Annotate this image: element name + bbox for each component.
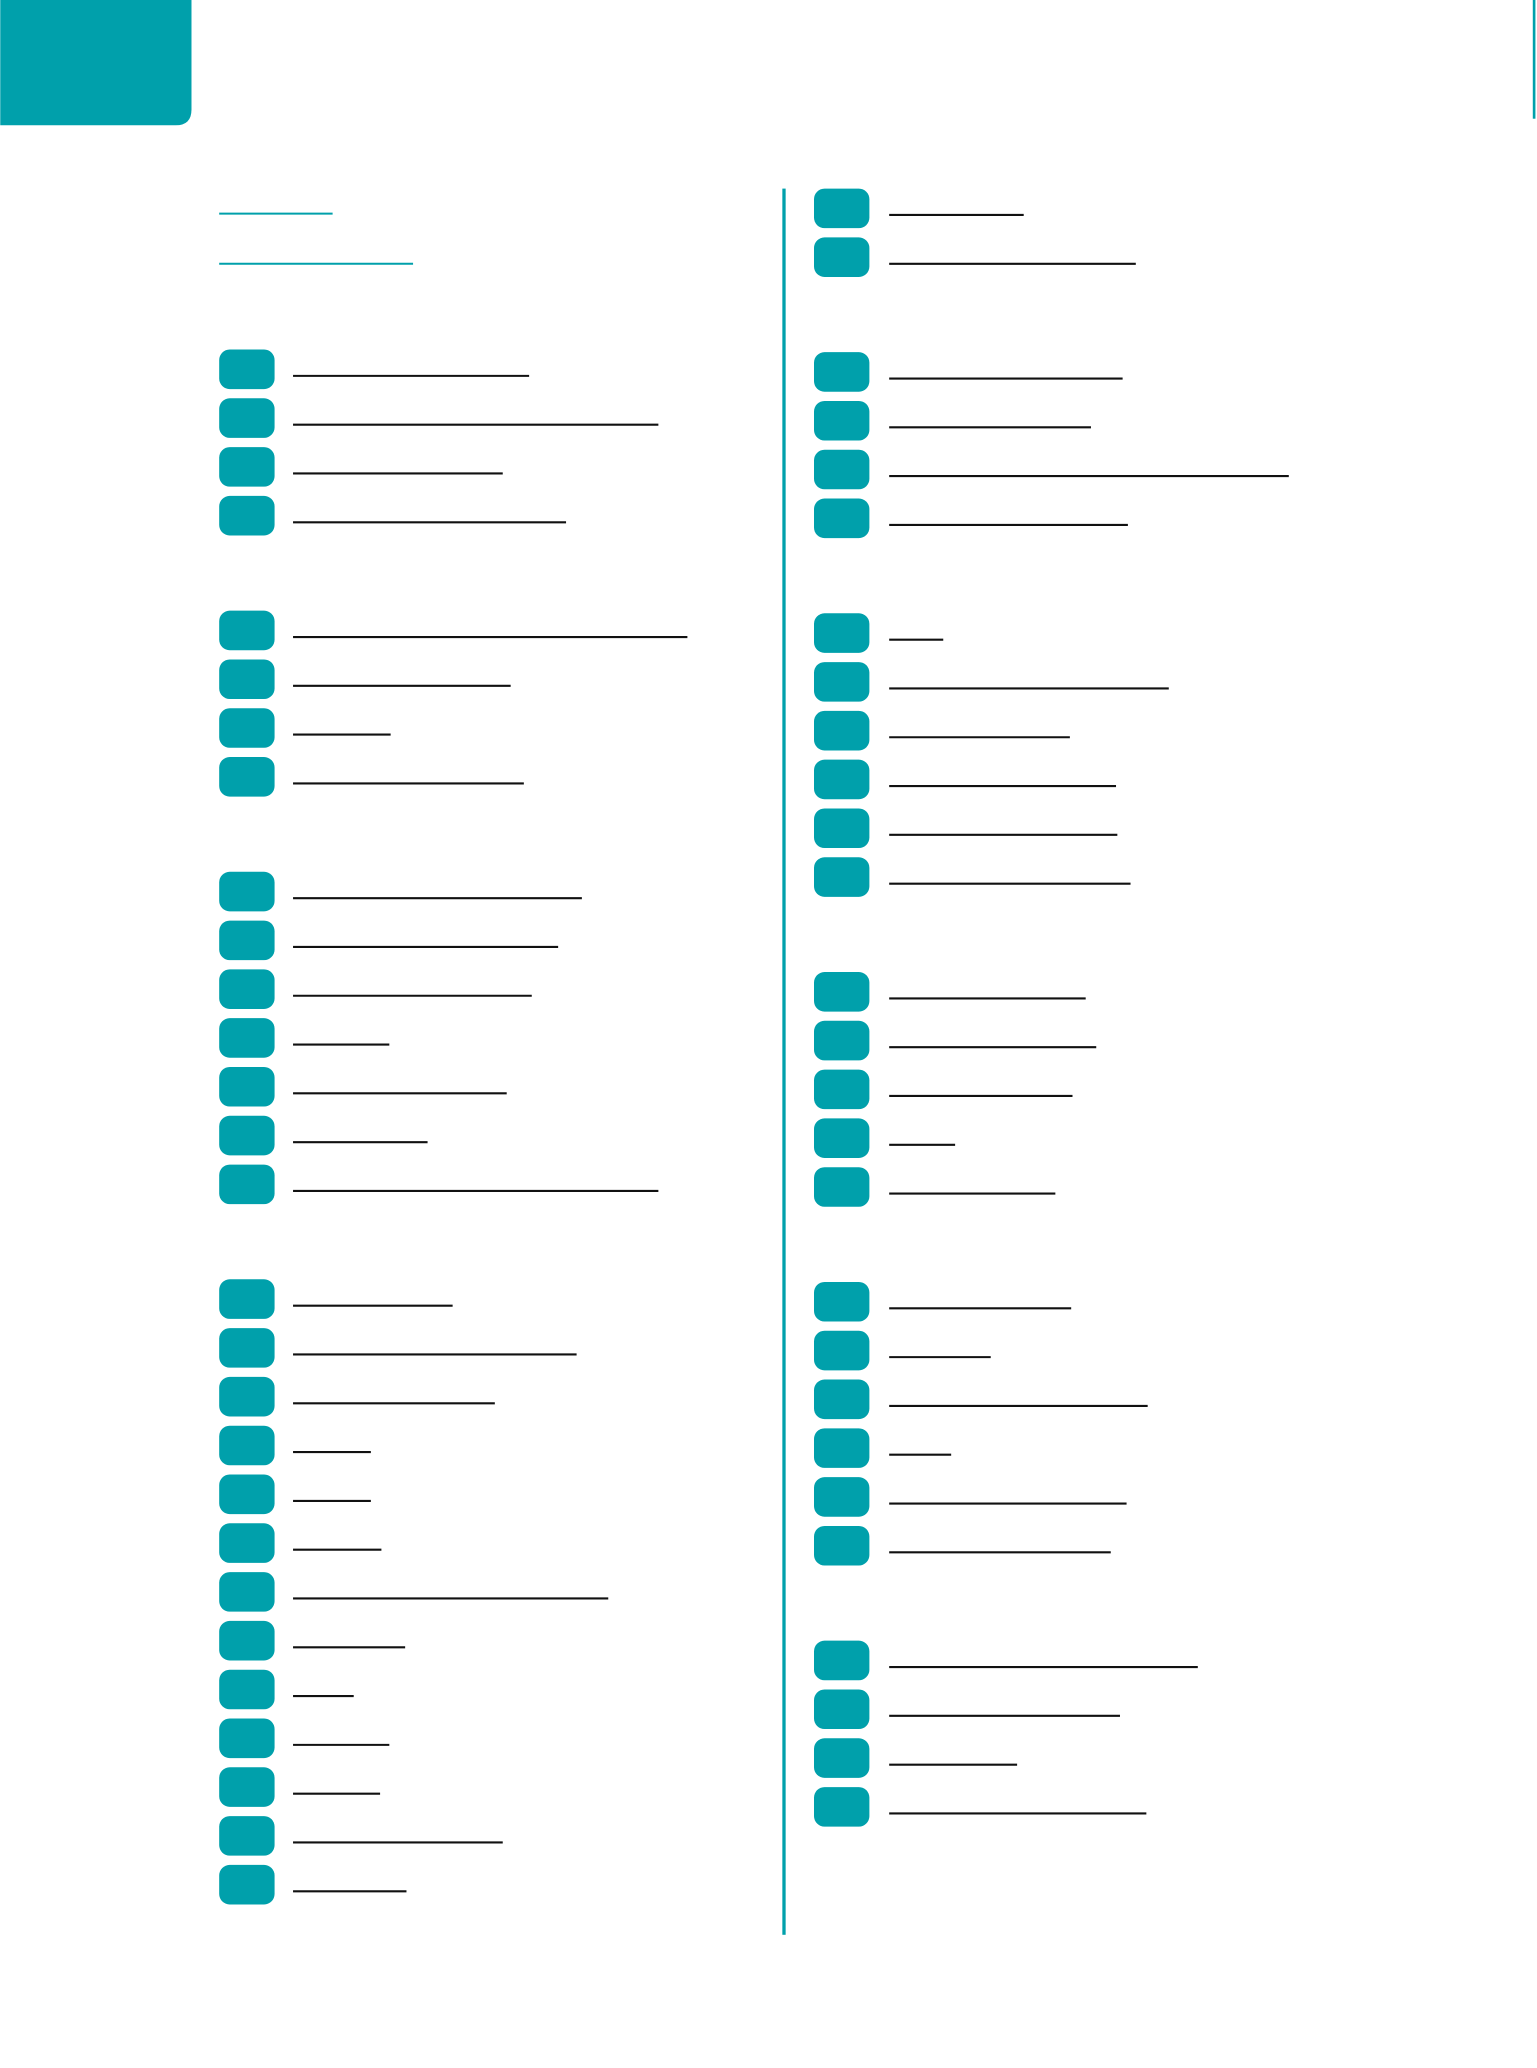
- page-badge: [219, 1115, 275, 1156]
- edge-marker: [1532, 0, 1536, 119]
- page-badge: [814, 400, 870, 441]
- page-badge: [219, 757, 275, 797]
- page-badge: [814, 1281, 870, 1322]
- page-badge: [814, 237, 870, 277]
- page-badge: [219, 495, 275, 536]
- page-badge: [814, 1787, 870, 1827]
- page-badge: [814, 449, 870, 490]
- page-badge: [814, 1428, 870, 1468]
- page-badge: [219, 1767, 275, 1807]
- page-badge: [219, 1376, 275, 1417]
- page-badge: [814, 188, 870, 229]
- page-badge: [219, 708, 275, 748]
- page-badge: [814, 808, 870, 849]
- column-divider: [782, 188, 786, 1935]
- page-badge: [814, 1525, 870, 1566]
- page-badge: [814, 710, 870, 751]
- page-badge: [814, 1330, 870, 1371]
- page-badge: [219, 1572, 275, 1612]
- page-badge: [814, 613, 870, 653]
- page-badge: [219, 1816, 275, 1856]
- page-badge: [814, 1738, 870, 1778]
- page-badge: [814, 662, 870, 702]
- page-badge: [814, 1020, 870, 1061]
- page-badge: [219, 1425, 275, 1466]
- page-badge: [814, 1477, 870, 1517]
- page-badge: [219, 920, 275, 961]
- page-badge: [814, 1167, 870, 1207]
- page-badge: [814, 352, 870, 392]
- page-badge: [219, 398, 275, 438]
- page-badge: [814, 498, 870, 539]
- page-badge: [814, 1689, 870, 1730]
- page-badge: [219, 1474, 275, 1515]
- page-badge: [219, 871, 275, 912]
- page-badge: [219, 610, 275, 651]
- page-badge: [219, 1864, 275, 1905]
- page-badge: [219, 1718, 275, 1759]
- page-badge: [219, 1669, 275, 1710]
- page-badge: [219, 1018, 275, 1058]
- page-badge: [814, 1640, 870, 1681]
- page-badge: [219, 1164, 275, 1205]
- page-badge: [219, 969, 275, 1009]
- page-badge: [219, 1066, 275, 1107]
- page-badge: [219, 1523, 275, 1563]
- page-badge: [219, 1620, 275, 1661]
- header-tab: [0, 0, 192, 126]
- page-badge: [219, 1328, 275, 1368]
- page-badge: [814, 972, 870, 1012]
- page-badge: [814, 1069, 870, 1110]
- page-badge: [219, 1279, 275, 1319]
- page-badge: [814, 1118, 870, 1158]
- page-badge: [219, 659, 275, 700]
- page-badge: [219, 349, 275, 390]
- page-badge: [814, 1379, 870, 1420]
- page-badge: [814, 857, 870, 897]
- page-badge: [814, 759, 870, 800]
- page-badge: [219, 447, 275, 487]
